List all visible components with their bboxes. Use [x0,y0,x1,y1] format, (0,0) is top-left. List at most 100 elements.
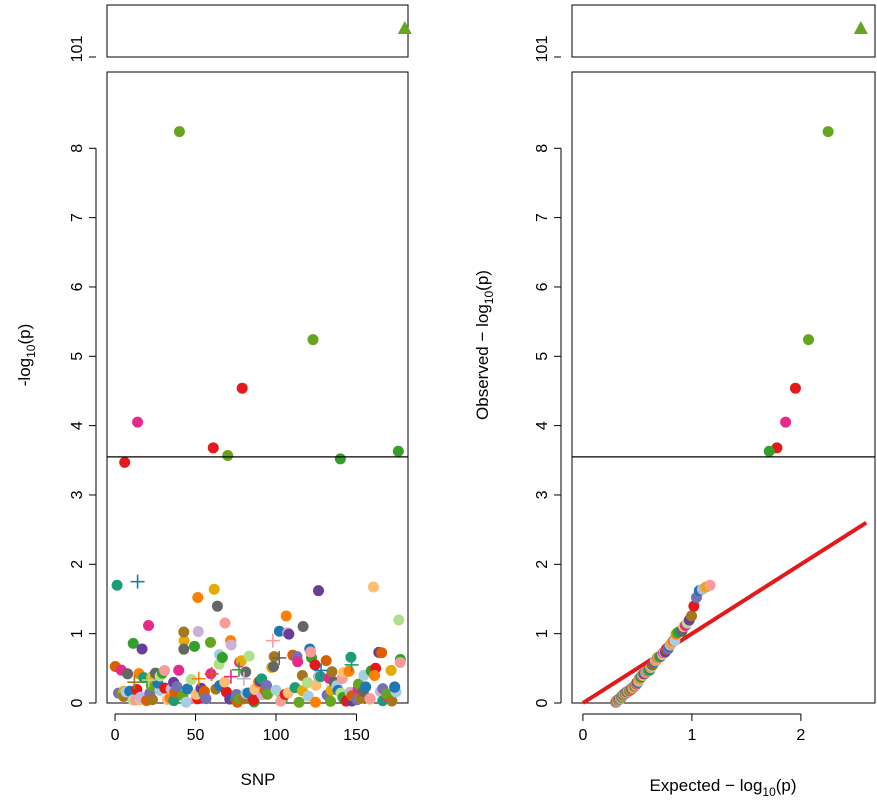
manhattan-point [192,625,204,637]
manhattan-point [312,585,324,597]
manhattan-highlight-point [222,449,234,461]
manhattan-point [143,620,155,632]
manhattan-y-tick-label: 7 [69,213,86,222]
manhattan-point [283,628,295,640]
manhattan-point [343,665,355,677]
manhattan-cross-point [130,574,145,589]
manhattan-points [109,126,406,708]
qq-x-tick-label: 0 [578,727,587,744]
manhattan-y-axis-title-sub: 10 [24,344,38,358]
manhattan-point [345,651,357,663]
manhattan-point [389,681,401,693]
manhattan-y-tick-label: 3 [69,490,86,499]
manhattan-point [192,591,204,603]
manhattan-point [273,625,285,637]
manhattan-y-tick-label: 5 [69,352,86,361]
manhattan-point [173,664,185,676]
manhattan-point [240,666,252,678]
manhattan-x-tick-label: 150 [343,727,370,744]
manhattan-point [243,650,255,662]
manhattan-point [225,639,237,651]
manhattan-x-axis-title: SNP [241,770,276,789]
manhattan-point [302,690,314,702]
manhattan-x-tick-label: 50 [187,727,205,744]
qq-break-point [853,21,868,34]
qq-highlight-point [822,126,834,138]
qq-y-tick-label: 8 [534,144,551,153]
manhattan-cross-point [236,671,251,686]
qq-break-frame [571,4,876,58]
qq-x-axis-title-tail: (p) [776,776,797,795]
qq-point [686,610,698,622]
qq-y-tick-label: 5 [534,352,551,361]
manhattan-point [262,688,274,700]
qq-point [704,579,716,591]
manhattan-point [178,626,190,638]
manhattan-point [188,640,200,652]
manhattan-point [208,583,220,595]
manhattan-point [111,579,123,591]
qq-y-tick-label: 1 [534,629,551,638]
manhattan-point [364,693,376,705]
qq-x-axis-title-sub: 10 [762,785,776,799]
manhattan-point [394,657,406,669]
manhattan-point [268,651,280,663]
qq-break-tick-label: 101 [534,36,551,63]
manhattan-point [200,693,212,705]
manhattan-cross-point [344,657,359,672]
manhattan-point [360,681,372,693]
qq-x-tick-label: 1 [687,727,696,744]
manhattan-highlight-point [207,442,219,454]
qq-y-tick-label: 4 [534,421,551,430]
manhattan-y-tick-label: 8 [69,144,86,153]
manhattan-point [326,666,338,678]
qq-highlight-point [780,416,792,428]
manhattan-cross-point [204,666,219,681]
manhattan-point [376,647,388,659]
manhattan-cross-point [265,633,280,648]
manhattan-point [146,694,158,706]
manhattan-point [302,677,314,689]
manhattan-break-frame [106,4,409,58]
manhattan-highlight-point [132,416,144,428]
manhattan-cross-point [272,650,287,665]
qq-y-axis-title-main: Observed [473,346,492,420]
qq-y-tick-label: 7 [534,213,551,222]
manhattan-point [211,600,223,612]
manhattan-point [325,695,337,707]
manhattan-highlight-point [392,445,404,457]
manhattan-point [168,695,180,707]
manhattan-highlight-point [334,453,346,465]
manhattan-point [136,643,148,655]
manhattan-cross-point [314,663,329,678]
manhattan-point [369,670,381,682]
manhattan-point [127,637,139,649]
manhattan-y-tick-label: 0 [69,698,86,707]
manhattan-plot-frame [106,71,409,704]
qq-y-tick-label: 0 [534,698,551,707]
manhattan-point [205,636,217,648]
qq-x-axis-title-mid: − log [720,776,762,795]
manhattan-cross-point [231,662,246,677]
manhattan-y-tick-label: 6 [69,282,86,291]
qq-axes: 0 1 2 0 1 2 3 4 5 6 7 8 101 [534,21,875,744]
manhattan-point [310,696,322,708]
manhattan-point [320,655,332,667]
manhattan-highlight-point [173,126,185,138]
manhattan-point [267,661,279,673]
qq-y-axis-title-tail: (p) [473,270,492,291]
manhattan-point [310,679,322,691]
manhattan-panel: 0 50 100 150 0 1 2 3 4 5 6 7 8 101 SNP -log10(p) [15,4,412,789]
qq-x-axis-title-main: Expected [649,776,720,795]
qq-y-tick-label: 3 [534,490,551,499]
manhattan-cross-point [191,671,206,686]
manhattan-cross-point [223,669,238,684]
manhattan-point [367,581,379,593]
qq-point [688,600,700,612]
manhattan-highlight-point [307,334,319,346]
manhattan-point [178,635,190,647]
manhattan-point [181,683,193,695]
manhattan-point [216,651,228,663]
manhattan-point [280,610,292,622]
qq-highlight-point [763,445,775,457]
